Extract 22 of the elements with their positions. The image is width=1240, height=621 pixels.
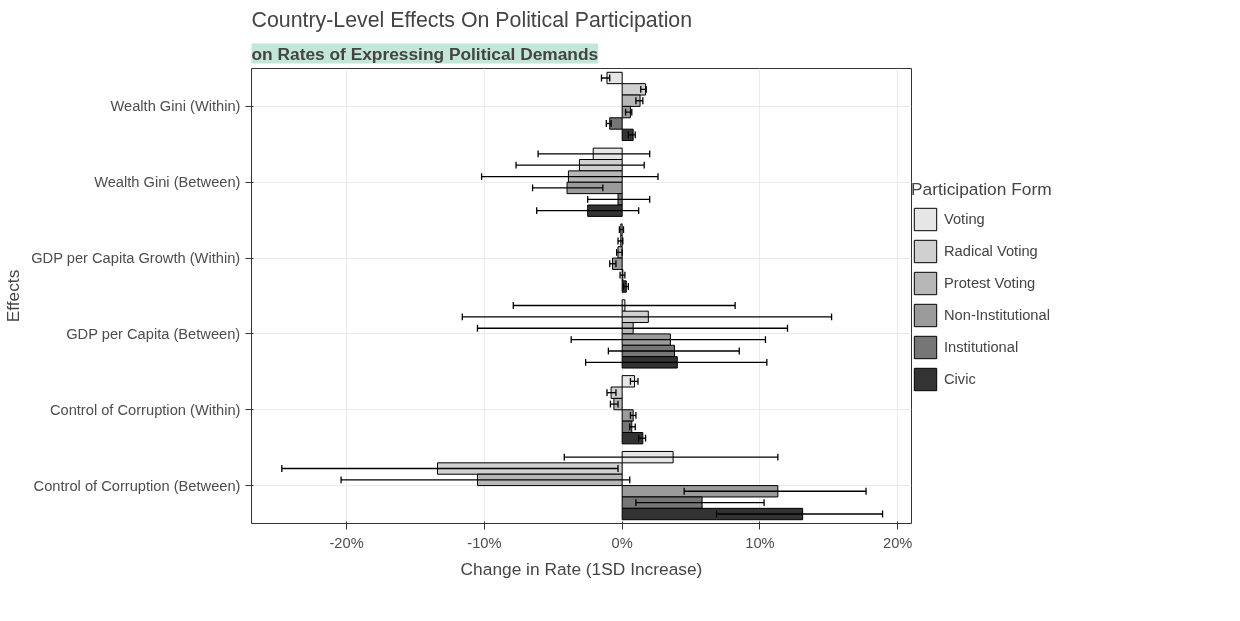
x-tick-label: 0% [611,534,633,551]
y-axis-title: Effects [3,269,24,323]
y-tick-label: Wealth Gini (Between) [94,174,241,191]
x-tick-label: 10% [745,534,775,551]
legend-label: Radical Voting [944,243,1038,259]
legend-label: Institutional [944,339,1019,355]
y-tick-label: Wealth Gini (Within) [110,98,241,115]
x-tick-label: -10% [467,534,502,551]
x-tick-label: -20% [329,534,364,551]
text: on Rates of Expressing Political Demands [251,43,599,64]
x-tick-label: 20% [883,534,913,551]
legend-title: Participation Form [911,179,1052,200]
legend-label: Civic [944,371,976,387]
y-tick-label: Control of Corruption (Between) [33,477,241,494]
y-tick-label: GDP per Capita Growth (Within) [31,250,241,267]
legend-label: Voting [944,211,985,227]
x-axis-title: Change in Rate (1SD Increase) [460,558,703,579]
legend-label: Non-Institutional [944,307,1050,323]
y-tick-label: GDP per Capita (Between) [66,325,241,342]
y-tick-label: Control of Corruption (Within) [49,401,241,418]
chart-title: Country-Level Effects On Political Participation [251,7,693,32]
legend-label: Protest Voting [944,275,1036,291]
